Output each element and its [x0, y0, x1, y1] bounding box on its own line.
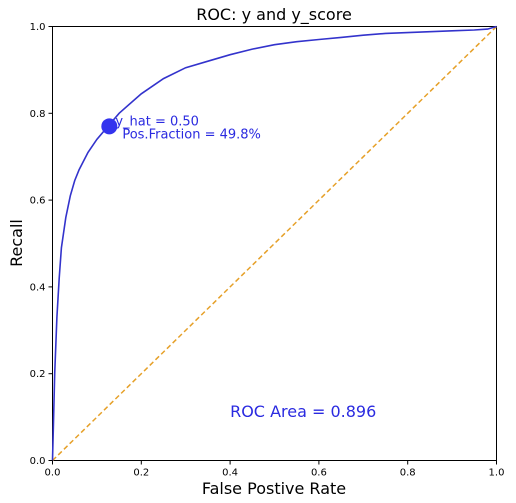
- x-tick-label: 0.0: [45, 468, 61, 479]
- x-tick-label: 0.8: [400, 468, 416, 479]
- x-tick-label: 0.2: [133, 468, 149, 479]
- x-axis: 0.0 0.2 0.4 0.6 0.8 1.0: [45, 460, 505, 479]
- y-tick-label: 1.0: [30, 22, 46, 33]
- roc-area-annotation: ROC Area = 0.896: [230, 402, 376, 421]
- y-axis-label: Recall: [7, 219, 26, 267]
- x-axis-label: False Postive Rate: [202, 479, 346, 498]
- x-tick-label: 0.4: [222, 468, 238, 479]
- y-axis: 0.0 0.2 0.4 0.6 0.8 1.0: [30, 22, 53, 467]
- plot-frame: [52, 26, 497, 461]
- y-tick-label: 0.8: [30, 109, 46, 120]
- y-tick-label: 0.2: [30, 369, 46, 380]
- marker-label-threshold: y_hat = 0.50: [115, 114, 199, 129]
- chart-title: ROC: y and y_score: [196, 5, 352, 25]
- y-tick-label: 0.6: [30, 196, 46, 207]
- series-layer: [51, 25, 498, 462]
- y-tick-label: 0.4: [30, 282, 46, 293]
- marker-label-pos-fraction: Pos.Fraction = 49.8%: [122, 127, 261, 142]
- y-tick-label: 0.0: [30, 456, 46, 467]
- plot-area: [51, 25, 498, 462]
- x-tick-label: 1.0: [489, 468, 505, 479]
- roc-curve-line: [51, 25, 497, 461]
- marker-layer: [101, 118, 118, 135]
- x-tick-label: 0.6: [311, 468, 327, 479]
- threshold-marker: [101, 118, 118, 135]
